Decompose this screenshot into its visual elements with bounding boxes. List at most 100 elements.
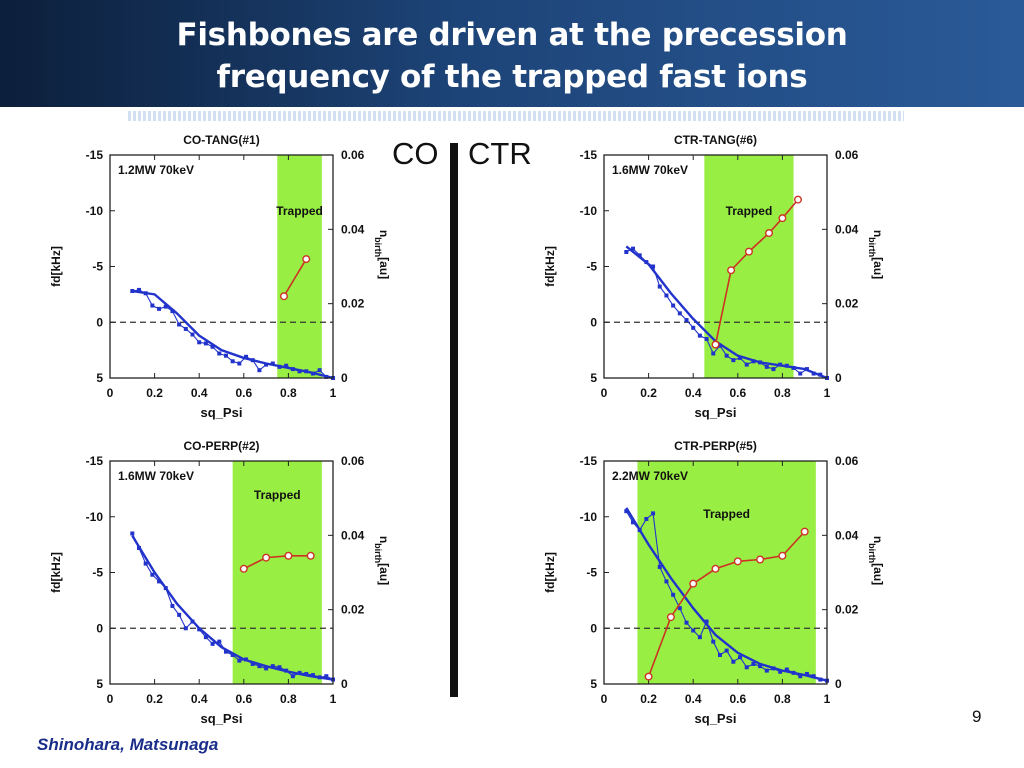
fd-data-point	[684, 620, 689, 625]
fd-data-point	[217, 351, 222, 356]
x-tick-label: 0.4	[191, 692, 208, 706]
fd-data-point	[163, 304, 168, 309]
chart-title: CO-PERP(#2)	[183, 439, 259, 453]
chart-title: CTR-TANG(#6)	[674, 133, 757, 147]
y-tick-left-label: 5	[590, 677, 597, 691]
fd-data-point	[230, 653, 235, 658]
x-tick-label: 0.6	[235, 692, 252, 706]
fd-data-point	[657, 564, 662, 569]
trapped-region	[277, 155, 322, 378]
y-axis-right-label: nbirth[au]	[373, 230, 391, 279]
y-axis-right-label: nbirth[au]	[373, 536, 391, 585]
nbirth-line	[243, 554, 311, 570]
x-tick-label: 0.2	[640, 692, 657, 706]
y-tick-right-label: 0.04	[341, 528, 365, 542]
y-tick-left-label: 0	[590, 621, 597, 635]
y-tick-right-label: 0	[341, 371, 348, 385]
y-tick-left-label: 0	[590, 315, 597, 329]
nbirth-point	[279, 292, 288, 301]
nbirth-point	[644, 672, 653, 681]
fd-data-point	[671, 592, 676, 597]
plot-frame	[603, 460, 828, 685]
y-tick-left-label: -15	[86, 148, 104, 162]
slide-title-line-2: frequency of the trapped fast ions	[216, 59, 808, 95]
y-tick-left-label: -10	[580, 204, 598, 218]
fd-data-point	[677, 311, 682, 316]
x-tick-label: 0.4	[685, 692, 702, 706]
decorative-dash-strip	[128, 111, 904, 121]
nbirth-point	[727, 266, 736, 275]
trapped-label: Trapped	[254, 488, 301, 502]
page-number: 9	[972, 707, 982, 726]
nbirth-point	[239, 564, 248, 573]
x-tick-label: 0.8	[774, 386, 791, 400]
fd-data-point	[310, 673, 315, 678]
fd-data-point	[237, 361, 242, 366]
x-tick-label: 0	[107, 692, 114, 706]
fd-data-point	[664, 579, 669, 584]
fd-data-point	[771, 367, 776, 372]
y-tick-left-label: 5	[96, 677, 103, 691]
x-tick-label: 0	[107, 386, 114, 400]
plot-frame	[109, 460, 334, 685]
y-tick-right-label: 0.04	[341, 222, 365, 236]
y-tick-right-label: 0	[341, 677, 348, 691]
nbirth-point	[778, 551, 787, 560]
fd-data-point	[290, 674, 295, 679]
co-ctr-divider	[450, 143, 458, 697]
chart-panel: 0 0.2 0.4 0.6 0.8 1-15-10-5050.060.040.020CTR…	[543, 133, 885, 420]
y-tick-right-label: 0.06	[835, 148, 859, 162]
power-energy-annotation: 2.2MW 70keV	[612, 469, 688, 483]
chart-panel: 0 0.2 0.4 0.6 0.8 1-15-10-5050.060.040.020CTR…	[543, 439, 885, 726]
fd-data-point	[738, 355, 743, 360]
fd-data-point	[637, 253, 642, 258]
fd-fit-line	[625, 245, 828, 380]
fd-data-point	[170, 603, 175, 608]
fd-data-point	[257, 368, 262, 373]
x-tick-label: 0.6	[235, 386, 252, 400]
y-tick-right-label: 0.02	[835, 603, 859, 617]
x-tick-label: 0.8	[280, 692, 297, 706]
fd-data-point	[724, 648, 729, 653]
fd-data-point	[778, 669, 783, 674]
fd-data-point	[630, 246, 635, 251]
fd-data-point	[684, 318, 689, 323]
x-tick-label: 1	[330, 386, 337, 400]
fd-data-point	[257, 664, 262, 669]
fd-fit-line	[132, 289, 334, 380]
fd-data-point	[210, 641, 215, 646]
nbirth-point	[711, 340, 720, 349]
fd-data-point	[304, 671, 309, 676]
fd-data-point	[717, 343, 722, 348]
fd-data-point	[244, 354, 249, 359]
y-tick-left-label: -10	[580, 510, 598, 524]
fd-data-point	[624, 250, 629, 255]
chart-title: CO-TANG(#1)	[183, 133, 259, 147]
fd-data-point	[223, 649, 228, 654]
x-tick-label: 0	[601, 692, 608, 706]
fd-data-point	[711, 351, 716, 356]
nbirth-point	[306, 551, 315, 560]
y-axis-left-label: fd[kHz]	[543, 246, 557, 287]
nbirth-point	[744, 247, 753, 256]
fd-data-point	[671, 303, 676, 308]
nbirth-point	[711, 564, 720, 573]
fd-data-point	[798, 674, 803, 679]
y-tick-left-label: -10	[86, 510, 104, 524]
fd-data-point	[664, 293, 669, 298]
fd-data-point	[210, 344, 215, 349]
fd-data-point	[183, 626, 188, 631]
plot-frame	[109, 154, 334, 379]
y-tick-right-label: 0.02	[835, 297, 859, 311]
power-energy-annotation: 1.6MW 70keV	[118, 469, 194, 483]
fd-data-point	[644, 516, 649, 521]
y-axis-right-label: nbirth[au]	[867, 536, 885, 585]
fd-data-point	[143, 561, 148, 566]
fd-data-point	[744, 665, 749, 670]
x-tick-label: 0.2	[146, 386, 163, 400]
trapped-label: Trapped	[726, 204, 773, 218]
fd-data-point	[277, 665, 282, 670]
fd-data-point	[697, 635, 702, 640]
y-tick-right-label: 0.06	[341, 454, 365, 468]
y-axis-right-label: nbirth[au]	[867, 230, 885, 279]
